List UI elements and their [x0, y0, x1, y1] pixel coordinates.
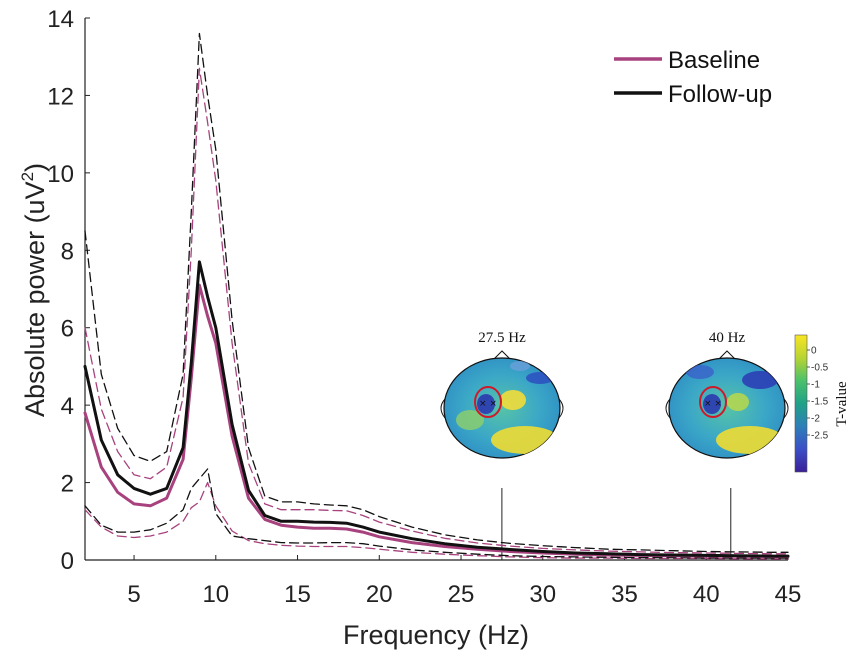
colorbar-ticks: 0 -0.5 -1 -1.5 -2 -2.5: [807, 346, 829, 442]
roi-circle: [474, 386, 502, 418]
colorbar-label: T-value: [834, 381, 850, 427]
topomap-title: 27.5 Hz: [478, 330, 526, 346]
legend-label-baseline: Baseline: [668, 47, 760, 74]
x-tick-label: 35: [611, 581, 638, 608]
y-tick-label: 0: [61, 548, 74, 575]
series-line-follow-up-upper: [84, 32, 789, 553]
topomap-27-5hz: 27.5 Hz × ×: [440, 330, 564, 459]
y-tick-label: 10: [47, 161, 74, 188]
y-tick-label: 12: [47, 83, 74, 110]
x-tick-label: 45: [775, 581, 802, 608]
x-tick-label: 15: [284, 581, 311, 608]
colorbar-tick-label: 0: [811, 346, 817, 357]
y-axis-title-end: ): [20, 163, 50, 172]
topomap-title: 40 Hz: [709, 330, 746, 346]
y-tick-label: 2: [61, 471, 74, 498]
y-ticks: 0 2 4 6 8 10 12 14: [47, 6, 90, 575]
colorbar-tick-label: -1.5: [811, 397, 829, 408]
colorbar-tick-label: -2: [811, 414, 820, 425]
series-line-follow-up-lower: [84, 468, 789, 559]
x-tick-label: 40: [693, 581, 720, 608]
topomap-40hz: 40 Hz × ×: [665, 330, 789, 459]
x-tick-label: 20: [366, 581, 393, 608]
x-ticks: 5 10 15 20 25 30 35 40 45: [127, 555, 801, 608]
electrode-markers: × ×: [704, 399, 722, 409]
y-tick-label: 8: [61, 238, 74, 265]
colorbar: 0 -0.5 -1 -1.5 -2 -2.5 T-value: [794, 334, 850, 473]
x-tick-label: 5: [127, 581, 140, 608]
colorbar-tick-label: -1: [811, 380, 820, 391]
axes: [84, 18, 788, 561]
series-group: [83, 32, 790, 560]
x-tick-label: 25: [448, 581, 475, 608]
y-tick-label: 6: [61, 316, 74, 343]
y-axis-title: Absolute power (uV2): [18, 163, 50, 417]
series-line-baseline-upper: [84, 67, 789, 555]
colorbar-tick-label: -0.5: [811, 363, 829, 374]
y-axis-title-main: Absolute power (uV: [20, 181, 50, 417]
colorbar-gradient: [794, 334, 808, 473]
x-axis-title: Frequency (Hz): [343, 620, 529, 650]
y-tick-label: 14: [47, 6, 74, 33]
roi-circle: [699, 386, 727, 418]
legend-label-followup: Follow-up: [668, 81, 772, 108]
x-tick-label: 30: [529, 581, 556, 608]
series-line-baseline-lower: [84, 481, 789, 560]
series-line-follow-up: [83, 260, 790, 558]
colorbar-tick-label: -2.5: [811, 431, 829, 442]
y-tick-label: 4: [61, 393, 74, 420]
electrode-markers: × ×: [479, 399, 497, 409]
x-tick-label: 10: [202, 581, 229, 608]
y-axis-title-sup: 2: [18, 172, 37, 181]
legend: Baseline Follow-up: [614, 47, 772, 108]
